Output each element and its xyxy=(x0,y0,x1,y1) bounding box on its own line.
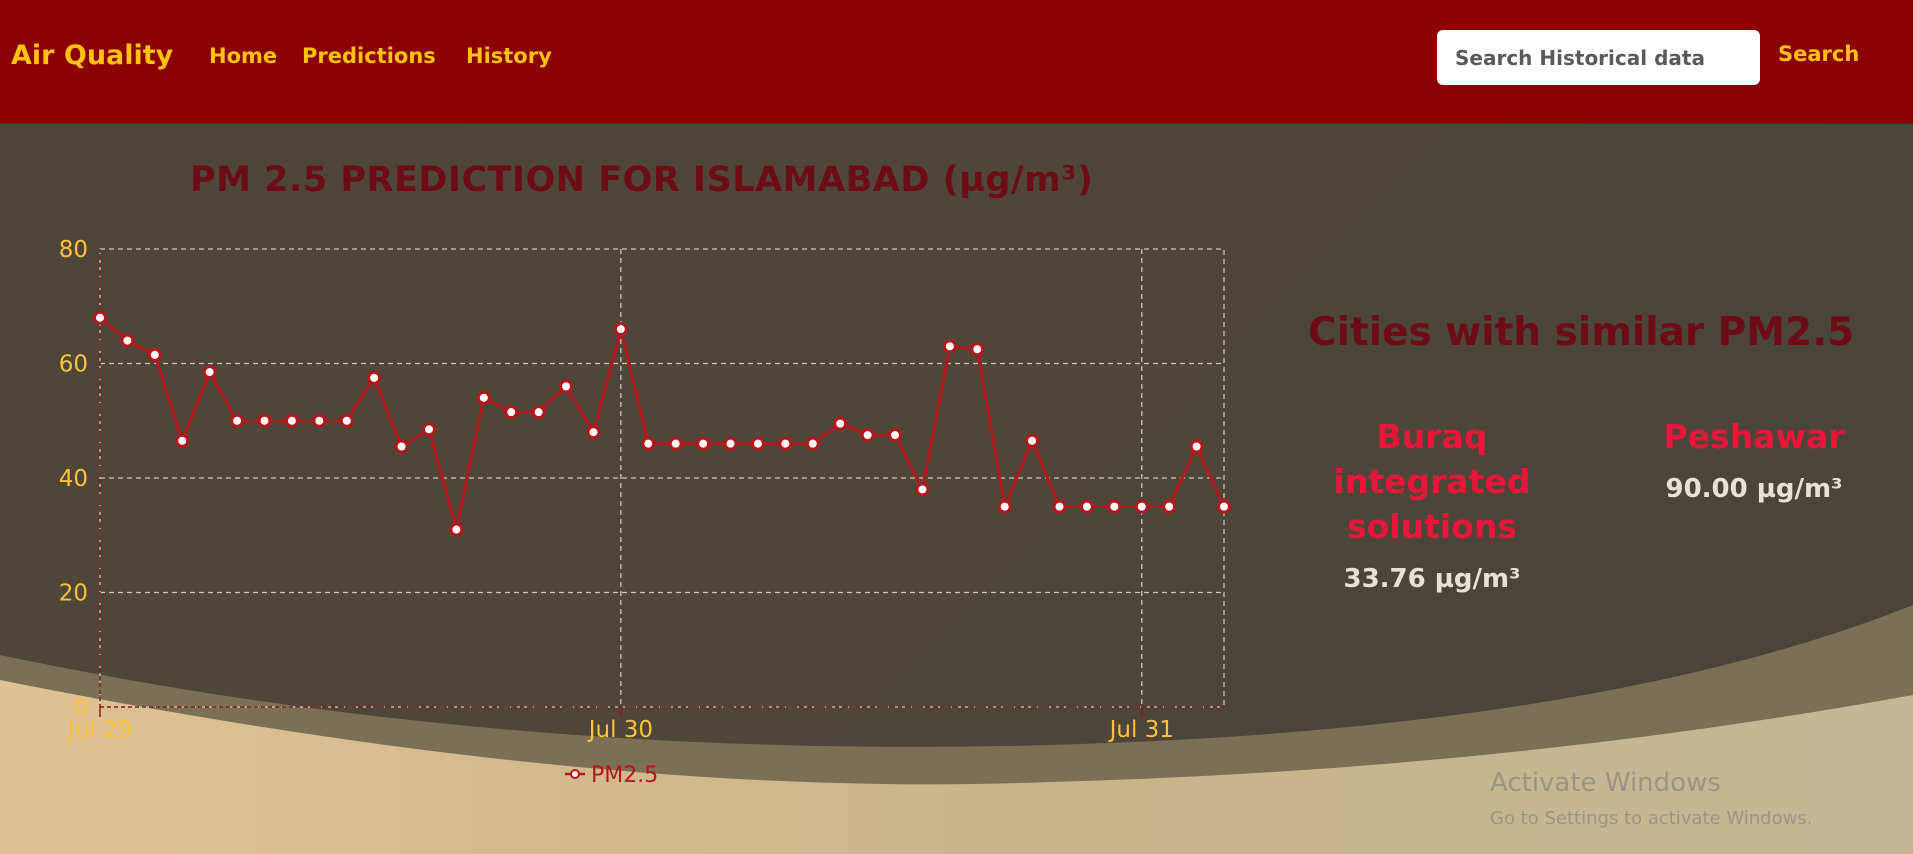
search-input[interactable] xyxy=(1437,30,1760,85)
data-point xyxy=(504,405,519,420)
data-point xyxy=(723,436,738,451)
legend-marker-swatch xyxy=(570,769,580,779)
data-point xyxy=(230,413,245,428)
data-point xyxy=(394,439,409,454)
data-point xyxy=(1025,433,1040,448)
data-point xyxy=(805,436,820,451)
activate-windows-watermark: Activate Windows Go to Settings to activ… xyxy=(1490,768,1812,829)
brand-logo-link[interactable]: Air Quality xyxy=(11,40,174,71)
city-name-line: Buraq xyxy=(1376,417,1488,456)
city-pm25-value: 90.00 µg/m³ xyxy=(1665,474,1843,504)
data-point xyxy=(284,413,299,428)
data-point xyxy=(750,436,765,451)
watermark-title: Activate Windows xyxy=(1490,768,1721,798)
data-point xyxy=(641,436,656,451)
data-point xyxy=(421,422,436,437)
data-point xyxy=(915,482,930,497)
data-point xyxy=(696,436,711,451)
city-name-line: solutions xyxy=(1346,507,1517,546)
data-point xyxy=(120,333,135,348)
data-point xyxy=(339,413,354,428)
nav-link-predictions[interactable]: Predictions xyxy=(302,44,436,68)
city-name: Buraq integrated solutions xyxy=(1292,414,1572,549)
city-name-line: integrated xyxy=(1333,462,1531,501)
search-button[interactable]: Search xyxy=(1778,42,1860,66)
x-tick-label: Jul 30 xyxy=(587,717,653,743)
data-point xyxy=(1162,499,1177,514)
data-point xyxy=(476,390,491,405)
y-tick-label: 40 xyxy=(59,466,88,492)
y-tick-label: 60 xyxy=(59,352,88,378)
similar-cities-heading: Cities with similar PM2.5 xyxy=(1308,310,1855,355)
similar-city-card: Buraq integrated solutions 33.76 µg/m³ xyxy=(1292,414,1572,594)
legend-label: PM2.5 xyxy=(591,763,658,788)
city-pm25-value: 33.76 µg/m³ xyxy=(1343,564,1521,594)
data-point xyxy=(668,436,683,451)
data-point xyxy=(559,379,574,394)
nav-link-home[interactable]: Home xyxy=(209,44,278,68)
data-point xyxy=(586,425,601,440)
data-point xyxy=(531,405,546,420)
data-point xyxy=(1079,499,1094,514)
navbar: Air Quality Home Predictions History Sea… xyxy=(0,0,1913,124)
x-tick-label: Jul 31 xyxy=(1108,717,1174,743)
data-point xyxy=(997,499,1012,514)
data-point xyxy=(312,413,327,428)
data-point xyxy=(888,428,903,443)
data-point xyxy=(1107,499,1122,514)
data-point xyxy=(147,347,162,362)
data-point xyxy=(970,342,985,357)
data-point xyxy=(367,370,382,385)
city-name: Peshawar xyxy=(1600,414,1908,459)
city-name-line: Peshawar xyxy=(1663,417,1845,456)
data-point xyxy=(1134,499,1149,514)
data-point xyxy=(449,522,464,537)
data-point xyxy=(860,428,875,443)
data-point xyxy=(833,416,848,431)
data-point xyxy=(613,322,628,337)
x-tick-label: Jul 29 xyxy=(66,717,132,743)
data-point xyxy=(257,413,272,428)
similar-city-card: Peshawar 90.00 µg/m³ xyxy=(1600,414,1908,504)
y-tick-label: 20 xyxy=(59,581,88,607)
data-point xyxy=(93,310,107,325)
data-point xyxy=(175,433,190,448)
chart-title: PM 2.5 PREDICTION FOR ISLAMABAD (µg/m³) xyxy=(190,160,1094,200)
data-point xyxy=(1052,499,1067,514)
watermark-subtitle: Go to Settings to activate Windows. xyxy=(1490,808,1813,829)
y-tick-label: 80 xyxy=(59,237,88,263)
data-point xyxy=(202,365,217,380)
data-point xyxy=(1217,499,1231,514)
nav-link-history[interactable]: History xyxy=(466,44,552,68)
y-tick-label: 0 xyxy=(73,695,88,721)
data-point xyxy=(778,436,793,451)
data-point xyxy=(942,339,957,354)
data-point xyxy=(1189,439,1204,454)
